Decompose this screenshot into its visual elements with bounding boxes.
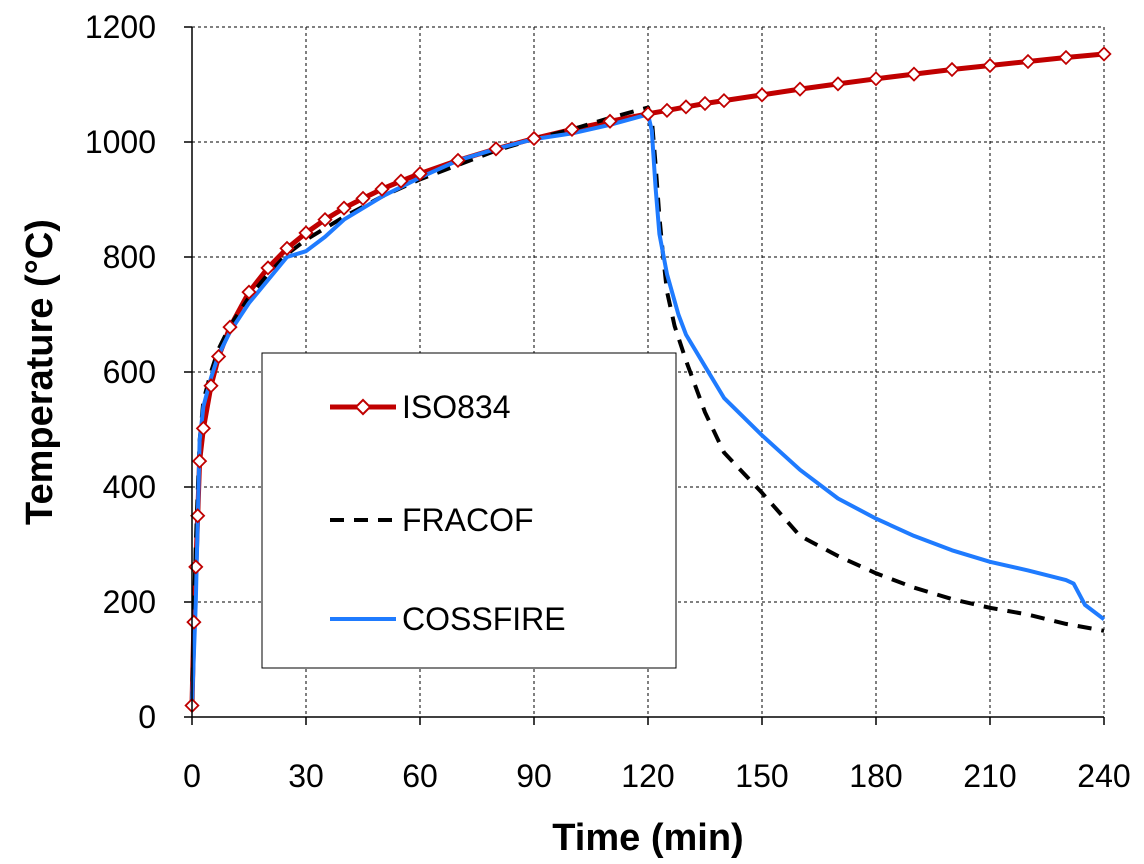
x-tick-label: 120: [621, 758, 674, 794]
x-tick-label: 210: [963, 758, 1016, 794]
iso834-point-marker: [374, 181, 390, 197]
iso834-point-marker: [450, 152, 466, 169]
iso834-point-marker: [191, 453, 208, 469]
iso834-point-marker: [241, 284, 257, 300]
iso834-point-marker: [944, 61, 960, 78]
iso834-point-marker: [1058, 49, 1074, 66]
iso834-point-marker: [190, 508, 206, 524]
x-tick-label: 30: [288, 758, 324, 794]
x-tick-label: 180: [849, 758, 902, 794]
iso834-point-marker: [393, 173, 409, 189]
iso834-point-marker: [298, 225, 314, 241]
y-tick-label: 0: [138, 699, 156, 735]
iso834-point-marker: [602, 113, 618, 129]
iso834-point-marker: [678, 99, 694, 115]
iso834-point-marker: [203, 378, 219, 394]
iso834-point-marker: [279, 240, 295, 257]
iso834-point-marker: [754, 87, 770, 103]
iso834-point-marker: [1020, 53, 1036, 70]
iso834-point-marker: [186, 614, 202, 630]
iso834-point-marker: [412, 165, 428, 182]
iso834-point-marker: [526, 130, 542, 147]
y-tick-label: 600: [103, 354, 156, 390]
iso834-point-marker: [355, 190, 371, 206]
y-tick-label: 1200: [85, 9, 156, 45]
iso834-point-marker: [982, 57, 998, 74]
iso834-point-marker: [659, 102, 675, 119]
x-axis-title: Time (min): [552, 817, 743, 859]
y-tick-label: 1000: [85, 124, 156, 160]
x-tick-label: 60: [402, 758, 438, 794]
iso834-point-marker: [697, 95, 713, 112]
legend-iso834-label: ISO834: [402, 389, 511, 425]
iso834-point-marker: [210, 348, 227, 365]
legend-cossfire-label: COSSFIRE: [402, 601, 566, 637]
x-tick-label: 150: [735, 758, 788, 794]
x-tick-label: 240: [1077, 758, 1130, 794]
iso834-point-marker: [640, 106, 656, 122]
iso834-point-marker: [222, 319, 238, 335]
iso834-point-marker: [488, 141, 504, 157]
iso834-point-marker: [260, 260, 276, 276]
iso834-point-marker: [336, 200, 352, 216]
iso834-point-marker: [830, 76, 846, 92]
legend: ISO834 FRACOF COSSFIRE: [261, 352, 677, 669]
iso834-point-marker: [195, 420, 212, 436]
iso834-point-marker: [792, 81, 808, 97]
y-tick-label: 200: [103, 584, 156, 620]
iso834-point-marker: [317, 211, 333, 228]
iso834-point-marker: [868, 71, 884, 87]
iso834-point-marker: [1096, 46, 1112, 62]
x-tick-label: 0: [183, 758, 201, 794]
tick-layer: 0 30 60 90 120 150 180 210 240 0 200 400 600 800 1000 1…: [85, 9, 1131, 794]
iso834-point-marker: [564, 121, 580, 137]
y-tick-label: 400: [103, 469, 156, 505]
iso834-point-marker: [906, 66, 922, 82]
legend-iso834-marker: [354, 398, 372, 416]
legend-fracof-label: FRACOF: [402, 502, 534, 538]
x-tick-label: 90: [516, 758, 552, 794]
y-tick-label: 800: [103, 239, 156, 275]
y-axis-title: Temperature (°C): [19, 219, 61, 525]
iso834-point-marker: [716, 92, 732, 109]
